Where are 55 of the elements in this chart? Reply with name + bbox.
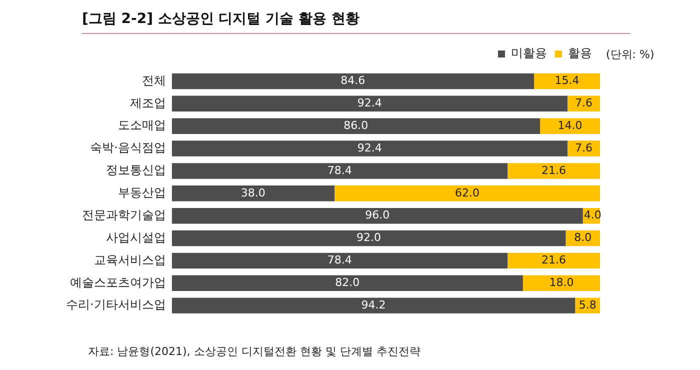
data-label: 7.6: [574, 141, 592, 154]
y-tick-label: 정보통신업: [106, 163, 166, 178]
data-label: 78.4: [327, 164, 352, 177]
y-tick-label: 예술스포츠여가업: [70, 275, 166, 290]
data-label: 18.0: [549, 276, 574, 290]
bar: [172, 186, 335, 202]
data-label: 86.0: [344, 118, 368, 132]
bar: [172, 252, 508, 269]
bar: [172, 73, 534, 90]
data-label: 5.8: [578, 298, 596, 312]
y-tick-label: 사업시설업: [106, 230, 166, 244]
data-label: 15.4: [554, 74, 580, 88]
data-label: 7.6: [574, 96, 592, 110]
text: 자료: 남윤형(2021), 소상공인 디지털전환 현황 및 단계별 추진전략: [88, 344, 420, 359]
bar: [172, 230, 566, 246]
data-label: 96.0: [365, 208, 390, 222]
y-tick-label: 부동산업: [118, 186, 166, 200]
y-tick-label: 교육서비스업: [94, 252, 166, 267]
y-tick-label: 전체: [142, 73, 166, 88]
bar: [508, 163, 600, 179]
data-label: 92.0: [356, 231, 382, 244]
bar: [172, 275, 523, 291]
legend-label: 활용: [568, 46, 592, 60]
bar: [540, 118, 600, 134]
data-label: 82.0: [335, 276, 360, 290]
y-tick-label: 숙박·음식점업: [90, 140, 166, 155]
data-label: 78.4: [327, 254, 352, 267]
data-label: 94.2: [361, 298, 386, 312]
bar: [172, 118, 540, 134]
legend-label: 미활용: [511, 46, 547, 60]
data-label: 38.0: [240, 186, 266, 200]
bar: [534, 73, 600, 90]
y-tick-label: 제조업: [130, 96, 166, 110]
text: (단위: %): [606, 47, 654, 62]
bar: [172, 208, 583, 224]
data-label: 92.4: [357, 96, 382, 110]
bar: [508, 252, 600, 269]
y-tick-label: 수리·기타서비스업: [66, 298, 166, 312]
data-label: 92.4: [357, 141, 382, 154]
bar: [172, 163, 508, 179]
chart-title: [그림 2-2] 소상공인 디지털 기술 활용 현황: [82, 10, 360, 28]
data-label: 62.0: [455, 186, 480, 200]
data-label: 21.6: [542, 164, 566, 177]
bar: [172, 140, 568, 156]
data-label: 21.6: [542, 254, 566, 267]
y-tick-label: 도소매업: [118, 118, 166, 132]
data-label: 8.0: [574, 231, 592, 244]
data-label: 84.6: [340, 74, 366, 88]
y-tick-label: 전문과학기술업: [82, 208, 166, 222]
bar: [334, 186, 600, 202]
bar: [522, 275, 600, 291]
bar: [172, 96, 568, 112]
bar: [172, 298, 576, 314]
bar: [567, 140, 600, 156]
data-label: 14.0: [558, 118, 582, 132]
